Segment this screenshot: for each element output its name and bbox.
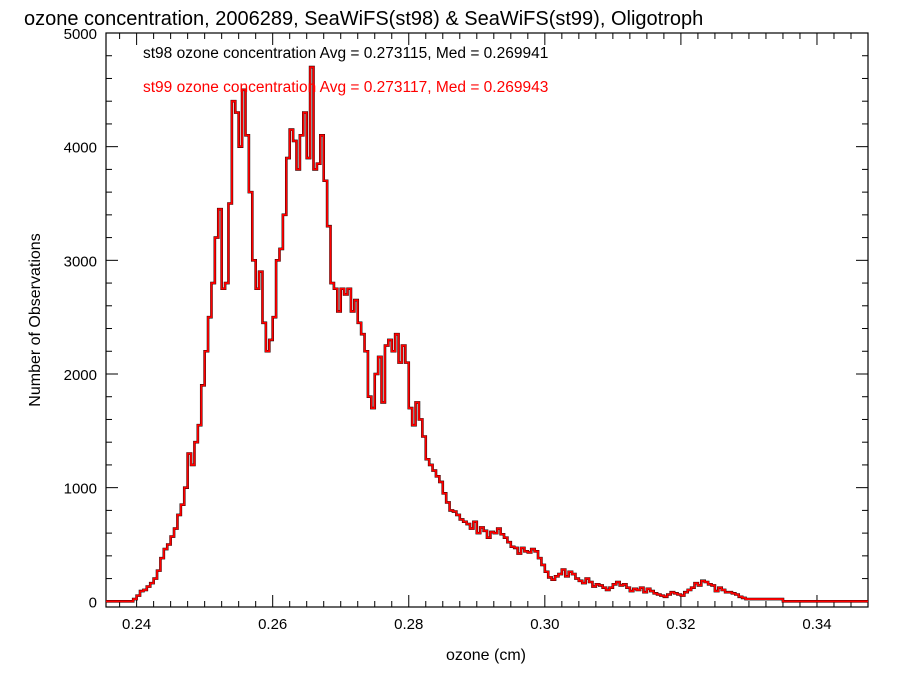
x-tick-label: 0.34 [802, 616, 831, 633]
y-tick-label: 0 [89, 594, 97, 611]
x-axis: 0.24 0.26 0.28 0.30 0.32 0.34 [119, 33, 852, 633]
series-line-st99 [106, 66, 868, 603]
plot-frame [105, 32, 869, 608]
x-tick-label: 0.32 [666, 616, 695, 633]
y-tick-label: 3000 [64, 253, 97, 270]
y-tick-label: 1000 [64, 481, 97, 498]
y-tick-label: 2000 [64, 367, 97, 384]
legend-entry-st98: st98 ozone concentration Avg = 0.273115,… [143, 45, 548, 62]
y-axis-label: Number of Observations [27, 233, 44, 406]
legend-entry-st99: st99 ozone concentration Avg = 0.273117,… [143, 79, 548, 96]
plot-area: 0.24 0.26 0.28 0.30 0.32 0.34 0 1000 2000 3000 40… [64, 26, 869, 633]
series-layer [106, 65, 868, 603]
y-tick-label: 5000 [64, 26, 97, 43]
y-axis: 0 1000 2000 3000 4000 5000 [64, 26, 868, 611]
series-line-st98 [106, 65, 868, 603]
x-tick-label: 0.26 [258, 616, 287, 633]
x-axis-label: ozone (cm) [446, 647, 526, 664]
y-tick-label: 4000 [64, 140, 97, 157]
x-tick-label: 0.24 [122, 616, 151, 633]
chart-title: ozone concentration, 2006289, SeaWiFS(st… [24, 8, 703, 30]
x-tick-label: 0.28 [394, 616, 423, 633]
x-tick-label: 0.30 [530, 616, 559, 633]
